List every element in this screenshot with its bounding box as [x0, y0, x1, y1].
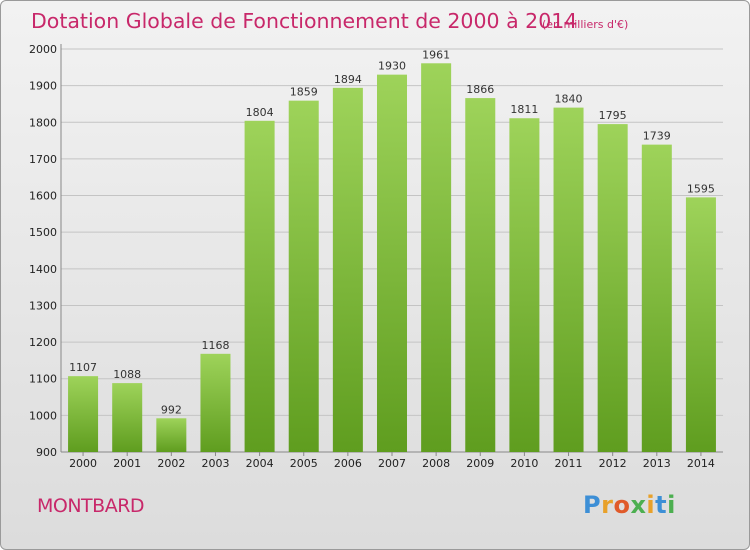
- y-tick-label: 2000: [29, 43, 57, 56]
- chart-title: Dotation Globale de Fonctionnement de 20…: [31, 9, 578, 33]
- logo-letter: P: [583, 491, 602, 519]
- data-label: 1894: [334, 73, 362, 86]
- x-tick-label: 2014: [687, 457, 715, 470]
- bar-2000: [68, 376, 99, 452]
- data-label: 1088: [113, 368, 141, 381]
- bar-2007: [376, 74, 408, 453]
- bar-2012: [597, 124, 628, 452]
- logo-letter: o: [613, 491, 631, 519]
- data-label: 1866: [466, 83, 494, 96]
- x-tick-label: 2007: [378, 457, 406, 470]
- data-label: 1859: [290, 86, 318, 99]
- logo-letter: x: [630, 491, 647, 519]
- logo-letter: r: [601, 491, 614, 519]
- bar-2013: [641, 144, 672, 452]
- x-tick-label: 2013: [643, 457, 671, 470]
- y-tick-label: 1100: [29, 373, 57, 386]
- chart-unit: (en milliers d'€): [542, 18, 629, 31]
- x-tick-label: 2004: [246, 457, 274, 470]
- bar-2009: [465, 98, 496, 453]
- logo-letter: i: [667, 491, 676, 519]
- bar-2010: [509, 118, 540, 452]
- bar-2008: [421, 63, 452, 453]
- bar-2006: [332, 87, 363, 453]
- x-axis: 2000 2001 2002 2003 2004 2005 2006 2007 2008 2009…: [69, 452, 715, 470]
- x-tick-label: 2002: [157, 457, 185, 470]
- y-tick-label: 1200: [29, 336, 57, 349]
- bar-2011: [553, 107, 584, 453]
- y-tick-label: 1400: [29, 263, 57, 276]
- bar-2003: [200, 353, 231, 452]
- x-tick-label: 2012: [599, 457, 627, 470]
- data-label: 1595: [687, 182, 715, 195]
- bar-2001: [112, 383, 143, 452]
- data-label: 1739: [643, 130, 671, 143]
- logo-letter: i: [646, 491, 656, 519]
- y-tick-label: 1000: [29, 409, 57, 422]
- y-tick-label: 1500: [29, 226, 57, 239]
- bar-2004: [244, 120, 275, 452]
- x-tick-label: 2000: [69, 457, 97, 470]
- x-tick-label: 2006: [334, 457, 362, 470]
- bar-2005: [288, 100, 319, 452]
- bar-2002: [156, 418, 187, 452]
- data-label: 1840: [555, 93, 583, 106]
- data-label: 992: [161, 403, 182, 416]
- y-tick-label: 1300: [29, 299, 57, 312]
- y-tick-label: 1900: [29, 80, 57, 93]
- data-label: 1811: [510, 103, 538, 116]
- x-tick-label: 2010: [510, 457, 538, 470]
- x-tick-label: 2011: [555, 457, 583, 470]
- x-tick-label: 2005: [290, 457, 318, 470]
- bar-2014: [685, 197, 716, 452]
- x-tick-label: 2003: [201, 457, 229, 470]
- x-tick-label: 2008: [422, 457, 450, 470]
- y-tick-label: 1800: [29, 116, 57, 129]
- y-tick-label: 900: [36, 446, 57, 459]
- data-label: 1107: [69, 361, 97, 374]
- data-label: 1804: [246, 106, 274, 119]
- data-label: 1961: [422, 48, 450, 61]
- data-label: 1795: [599, 109, 627, 122]
- bars: 1107 1088 992 1168 1804 1859 1894 1930 1961 1866 1…: [68, 48, 716, 453]
- x-tick-label: 2009: [466, 457, 494, 470]
- proxiti-logo[interactable]: Proxiti: [583, 491, 676, 519]
- data-label: 1930: [378, 60, 406, 73]
- commune-name: MONTBARD: [37, 495, 145, 517]
- data-label: 1168: [201, 339, 229, 352]
- logo-letter: t: [655, 491, 668, 519]
- x-tick-label: 2001: [113, 457, 141, 470]
- y-tick-label: 1700: [29, 153, 57, 166]
- y-tick-label: 1600: [29, 190, 57, 203]
